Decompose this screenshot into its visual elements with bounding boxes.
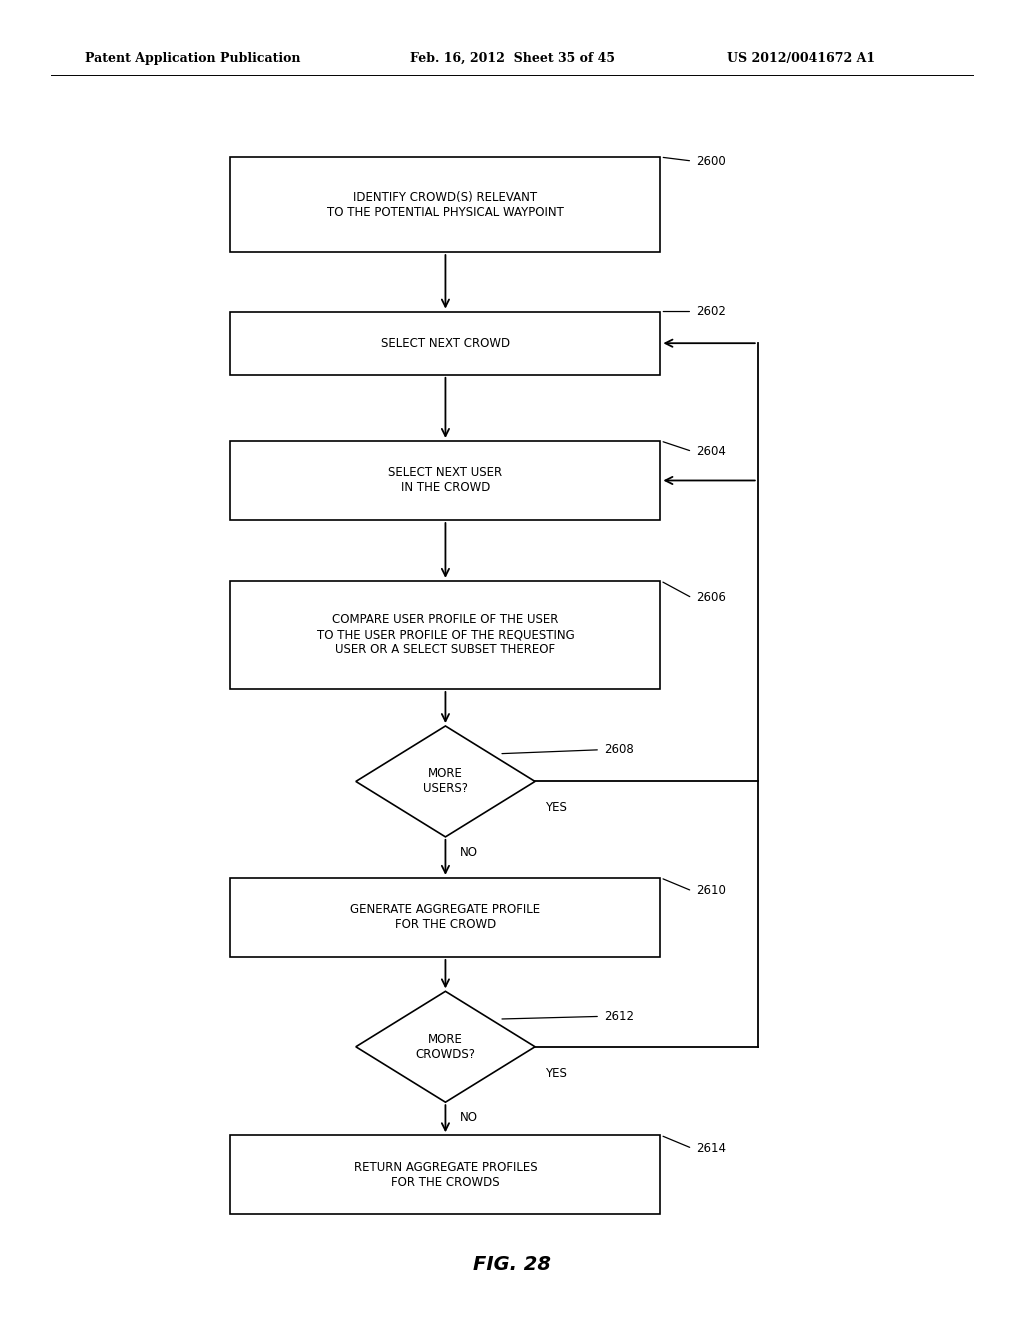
Text: GENERATE AGGREGATE PROFILE
FOR THE CROWD: GENERATE AGGREGATE PROFILE FOR THE CROWD (350, 903, 541, 932)
Text: MORE
USERS?: MORE USERS? (423, 767, 468, 796)
Text: NO: NO (460, 846, 478, 859)
Text: SELECT NEXT USER
IN THE CROWD: SELECT NEXT USER IN THE CROWD (388, 466, 503, 495)
Text: 2614: 2614 (696, 1142, 726, 1155)
Bar (230, 1135, 660, 1214)
Text: 2600: 2600 (696, 154, 726, 168)
Text: FIG. 28: FIG. 28 (473, 1255, 551, 1274)
Text: US 2012/0041672 A1: US 2012/0041672 A1 (727, 51, 876, 65)
Text: 2606: 2606 (696, 591, 726, 605)
Text: NO: NO (460, 1111, 478, 1125)
Bar (230, 157, 660, 252)
Text: 2610: 2610 (696, 884, 726, 898)
Text: YES: YES (545, 1067, 567, 1080)
Text: 2602: 2602 (696, 305, 726, 318)
Polygon shape (356, 726, 535, 837)
Text: 2608: 2608 (604, 743, 634, 756)
Polygon shape (356, 991, 535, 1102)
Text: SELECT NEXT CROWD: SELECT NEXT CROWD (381, 337, 510, 350)
Text: 2604: 2604 (696, 445, 726, 458)
Bar (230, 581, 660, 689)
Text: IDENTIFY CROWD(S) RELEVANT
TO THE POTENTIAL PHYSICAL WAYPOINT: IDENTIFY CROWD(S) RELEVANT TO THE POTENT… (327, 190, 564, 219)
Text: YES: YES (545, 801, 567, 814)
Text: MORE
CROWDS?: MORE CROWDS? (416, 1032, 475, 1061)
Bar (230, 441, 660, 520)
Text: Patent Application Publication: Patent Application Publication (85, 51, 300, 65)
Text: Feb. 16, 2012  Sheet 35 of 45: Feb. 16, 2012 Sheet 35 of 45 (410, 51, 614, 65)
Text: 2612: 2612 (604, 1010, 634, 1023)
Bar (230, 312, 660, 375)
Text: COMPARE USER PROFILE OF THE USER
TO THE USER PROFILE OF THE REQUESTING
USER OR A: COMPARE USER PROFILE OF THE USER TO THE … (316, 614, 574, 656)
Bar (230, 878, 660, 957)
Text: RETURN AGGREGATE PROFILES
FOR THE CROWDS: RETURN AGGREGATE PROFILES FOR THE CROWDS (353, 1160, 538, 1189)
